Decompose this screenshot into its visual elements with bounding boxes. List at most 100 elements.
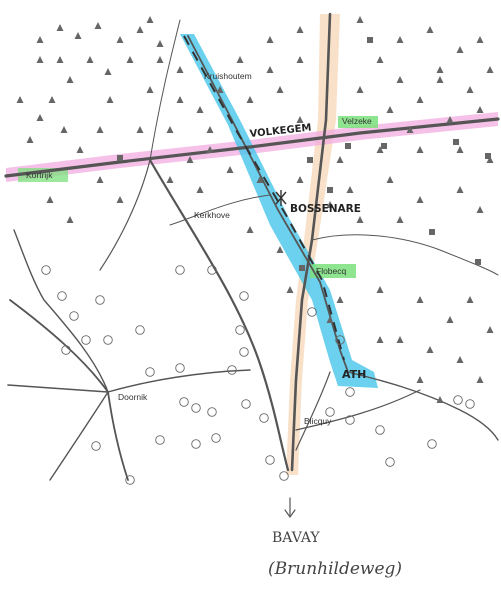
roads [4, 12, 500, 519]
triangle-marker [116, 196, 124, 203]
triangle-marker [336, 156, 344, 163]
road-north-branch [149, 19, 181, 161]
triangle-marker [386, 176, 394, 183]
main-road-north-south [290, 12, 332, 472]
square-marker [381, 143, 387, 149]
circle-marker [235, 325, 245, 335]
circle-marker [207, 265, 217, 275]
bossenare-star [275, 190, 287, 206]
triangle-marker [206, 146, 214, 153]
road-blicquy-east [295, 389, 421, 431]
circle-marker [325, 407, 335, 417]
triangle-marker [76, 146, 84, 153]
triangle-marker [26, 136, 34, 143]
triangle-marker [104, 68, 112, 75]
triangle-marker [36, 114, 44, 121]
circle-markers [41, 265, 475, 485]
circle-marker [57, 291, 67, 301]
square-marker [117, 155, 123, 161]
triangle-marker [446, 316, 454, 323]
triangle-marker [416, 146, 424, 153]
circle-marker [259, 413, 269, 423]
circle-marker [227, 365, 237, 375]
triangle-marker [66, 76, 74, 83]
circle-marker [61, 345, 71, 355]
triangle-marker [376, 56, 384, 63]
triangle-marker [456, 356, 464, 363]
label-kruishoutem: Kruishoutem [204, 71, 252, 81]
road-east-ath [347, 371, 499, 441]
circle-marker [211, 433, 221, 443]
triangle-marker [426, 346, 434, 353]
square-marker [327, 187, 333, 193]
triangle-marker [376, 286, 384, 293]
triangle-marker [156, 56, 164, 63]
circle-marker [41, 265, 51, 275]
circle-marker [465, 399, 475, 409]
label-velzeke: Velzeke [342, 116, 372, 126]
triangle-marker [486, 66, 494, 73]
circle-marker [345, 387, 355, 397]
circle-marker [135, 325, 145, 335]
triangle-marker [336, 296, 344, 303]
triangle-marker [396, 336, 404, 343]
triangle-marker [256, 176, 264, 183]
triangle-marker [36, 56, 44, 63]
triangle-marker [48, 96, 56, 103]
triangle-marker [296, 56, 304, 63]
circle-marker [95, 295, 105, 305]
triangle-marker [276, 86, 284, 93]
triangle-marker [136, 126, 144, 133]
triangle-marker [246, 226, 254, 233]
triangle-marker [236, 56, 244, 63]
triangle-marker [466, 86, 474, 93]
circle-marker [125, 475, 135, 485]
square-marker [367, 37, 373, 43]
triangle-marker [476, 376, 484, 383]
peach-road-highlight [286, 14, 340, 475]
circle-marker [179, 397, 189, 407]
triangle-marker [356, 216, 364, 223]
circle-marker [265, 455, 275, 465]
triangle-marker [376, 336, 384, 343]
road-kerkhove-east [169, 194, 271, 226]
bavay-arrow-head [284, 509, 296, 519]
circle-marker [385, 457, 395, 467]
circle-marker [241, 399, 251, 409]
triangle-marker [476, 206, 484, 213]
triangle-marker [96, 126, 104, 133]
circle-marker [175, 265, 185, 275]
triangle-marker [206, 126, 214, 133]
triangle-marker [346, 186, 354, 193]
annotation-bavay: BAVAY [272, 530, 320, 546]
triangle-marker [96, 176, 104, 183]
triangle-marker [246, 96, 254, 103]
triangle-marker [446, 116, 454, 123]
triangle-marker [116, 36, 124, 43]
square-marker [485, 153, 491, 159]
circle-marker [307, 307, 317, 317]
triangle-marker [36, 36, 44, 43]
road-doornik-west [7, 384, 109, 393]
circle-marker [69, 311, 79, 321]
road-doornik-southwest [49, 391, 109, 481]
triangle-marker [396, 36, 404, 43]
road-ath-south [295, 371, 331, 451]
triangle-marker [266, 36, 274, 43]
square-markers [117, 37, 491, 271]
road-kerkhove-doornik [148, 158, 290, 472]
triangle-marker [416, 196, 424, 203]
green-highlight-flobecq [310, 264, 356, 278]
triangle-marker [166, 126, 174, 133]
triangle-marker [296, 116, 304, 123]
triangle-marker [296, 26, 304, 33]
circle-marker [453, 395, 463, 405]
triangle-marker [456, 146, 464, 153]
triangle-marker [436, 66, 444, 73]
square-marker [453, 139, 459, 145]
triangle-marker [476, 36, 484, 43]
dashed-roman-route [183, 35, 345, 361]
main-road-east-west [4, 117, 500, 178]
triangle-marker [486, 156, 494, 163]
